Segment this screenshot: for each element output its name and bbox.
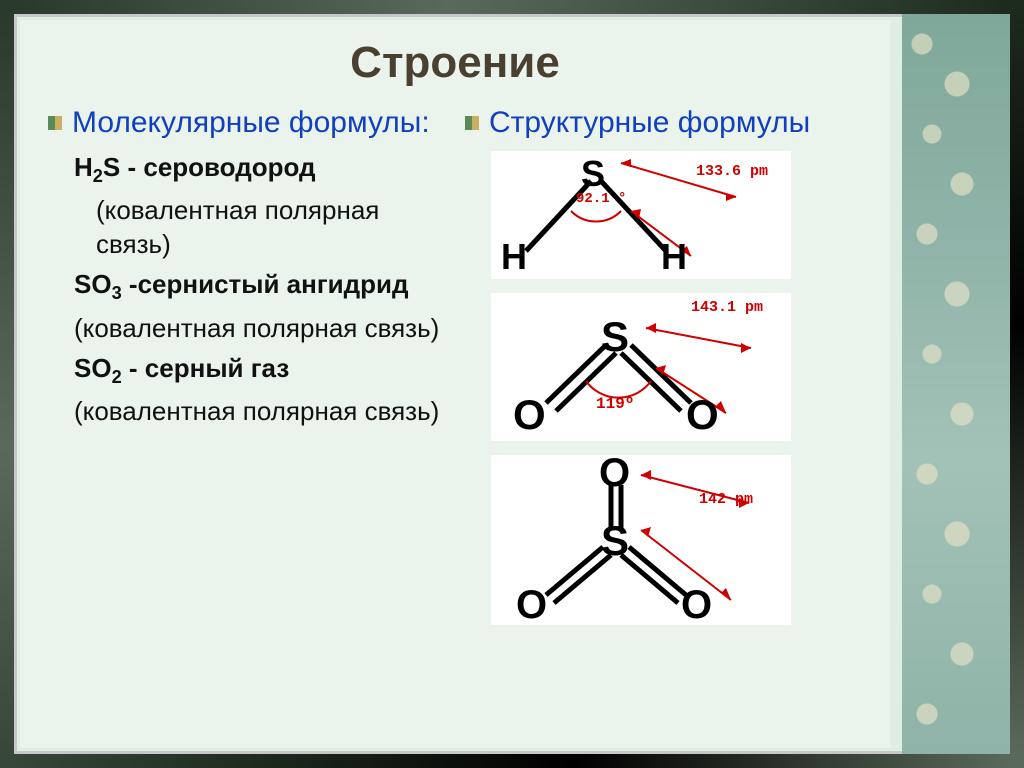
angle-1: 92.1 °: [576, 191, 626, 207]
atom-o3a: O: [599, 451, 630, 496]
slide-content: Строение Молекулярные формулы: H2S - сер…: [20, 20, 890, 748]
right-column: Структурные формулы S H H 133: [465, 106, 862, 639]
bullet-icon: [48, 116, 62, 130]
right-header-text: Структурные формулы: [489, 106, 810, 141]
atom-h1: H: [501, 236, 527, 278]
diagram-so3: S O O O 142 pm: [491, 455, 791, 625]
atom-o3b: O: [516, 583, 547, 628]
angle-2: 119º: [596, 395, 634, 413]
bond-1: (ковалентная полярная связь): [96, 194, 445, 262]
atom-s3: S: [601, 517, 629, 565]
decorative-strip: [902, 14, 1010, 754]
formula-1: H2S - сероводород: [74, 151, 445, 189]
two-columns: Молекулярные формулы: H2S - сероводород …: [48, 106, 862, 639]
formula-2: SO3 -сернистый ангидрид: [74, 268, 445, 306]
slide-title: Строение: [48, 38, 862, 88]
bond-length-2: 143.1 pm: [691, 299, 763, 316]
bullet-icon: [465, 116, 479, 130]
atom-s2: S: [601, 313, 629, 361]
diagram-so2: S O O 143.1 pm 119º: [491, 293, 791, 441]
bond-length-1: 133.6 pm: [696, 163, 768, 180]
left-header-text: Молекулярные формулы:: [72, 106, 430, 141]
atom-o2: O: [686, 391, 719, 439]
diagram-h2s: S H H 133.6 pm 92.1 °: [491, 151, 791, 279]
left-header: Молекулярные формулы:: [48, 106, 445, 141]
bond-3: (ковалентная полярная связь): [74, 395, 445, 429]
bond-length-3: 142 pm: [699, 491, 753, 508]
left-column: Молекулярные формулы: H2S - сероводород …: [48, 106, 445, 639]
bond-2: (ковалентная полярная связь): [74, 312, 445, 346]
formula-3: SO2 - серный газ: [74, 352, 445, 390]
atom-h2: H: [661, 236, 687, 278]
atom-s: S: [581, 153, 605, 195]
atom-o1: O: [513, 391, 546, 439]
atom-o3c: O: [681, 583, 712, 628]
right-header: Структурные формулы: [465, 106, 862, 141]
